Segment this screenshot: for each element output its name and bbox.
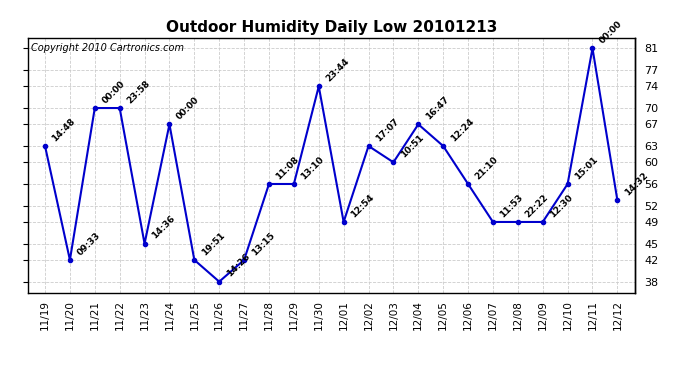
Text: 17:07: 17:07 (374, 117, 401, 143)
Text: 14:32: 14:32 (623, 171, 649, 198)
Title: Outdoor Humidity Daily Low 20101213: Outdoor Humidity Daily Low 20101213 (166, 20, 497, 35)
Text: Copyright 2010 Cartronics.com: Copyright 2010 Cartronics.com (30, 43, 184, 52)
Text: 13:10: 13:10 (299, 155, 326, 181)
Text: 00:00: 00:00 (598, 20, 624, 46)
Text: 11:08: 11:08 (275, 155, 301, 181)
Text: 23:44: 23:44 (324, 57, 351, 84)
Text: 19:51: 19:51 (200, 231, 226, 257)
Text: 21:10: 21:10 (473, 155, 500, 181)
Text: 11:53: 11:53 (498, 193, 525, 219)
Text: 22:22: 22:22 (524, 193, 550, 219)
Text: 12:24: 12:24 (448, 117, 475, 143)
Text: 14:48: 14:48 (50, 117, 77, 143)
Text: 23:58: 23:58 (125, 79, 152, 105)
Text: 00:00: 00:00 (100, 79, 126, 105)
Text: 14:26: 14:26 (225, 252, 251, 279)
Text: 16:47: 16:47 (424, 95, 451, 122)
Text: 00:00: 00:00 (175, 95, 201, 122)
Text: 13:15: 13:15 (250, 231, 276, 257)
Text: 15:01: 15:01 (573, 155, 600, 181)
Text: 12:54: 12:54 (349, 192, 376, 219)
Text: 12:30: 12:30 (549, 193, 575, 219)
Text: 09:33: 09:33 (75, 231, 102, 257)
Text: 14:36: 14:36 (150, 214, 177, 241)
Text: 10:51: 10:51 (399, 133, 426, 159)
